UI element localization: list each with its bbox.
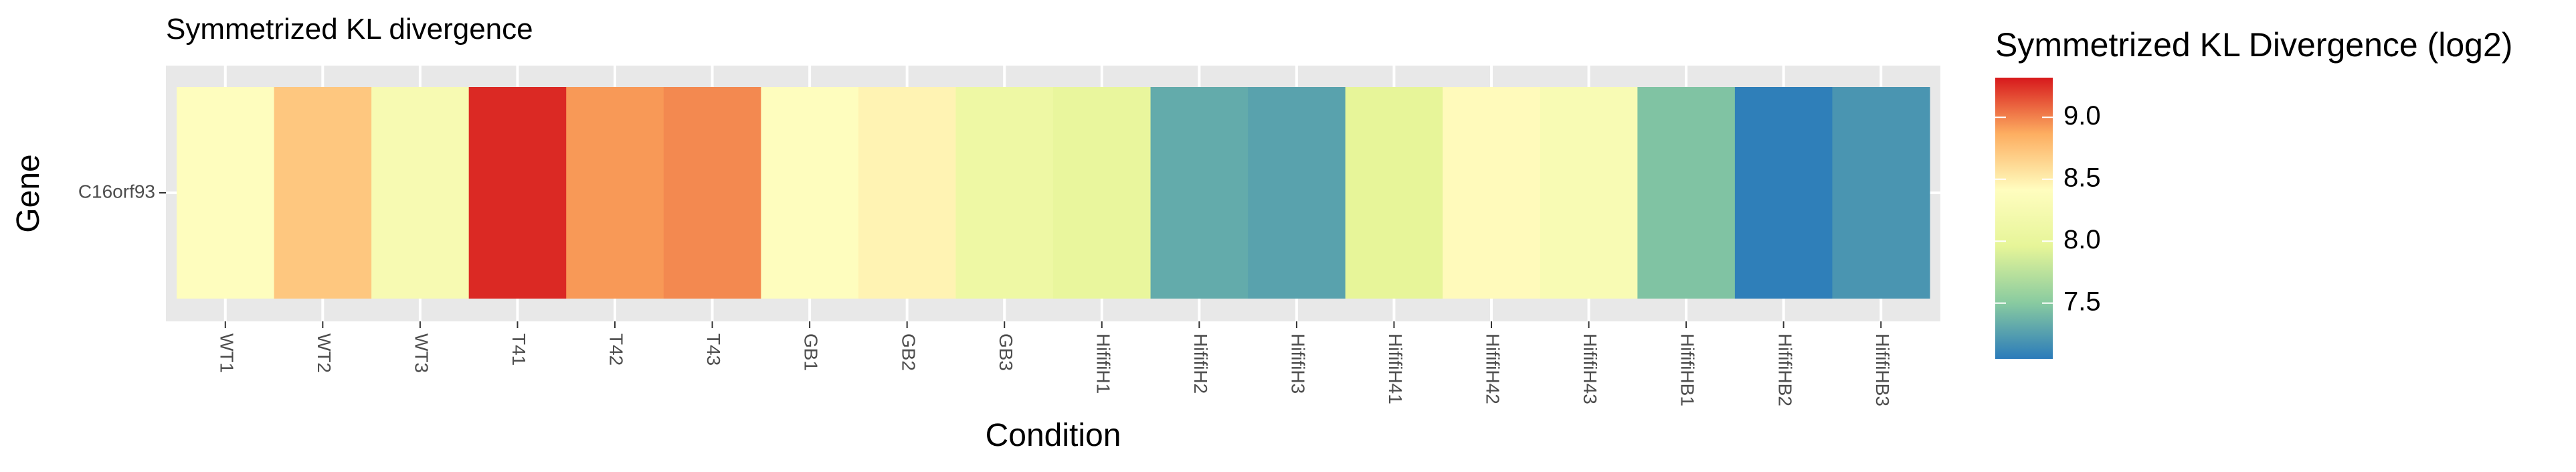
- x-axis-ticks: WT1 WT2 WT3 T41 T42 T43 GB1 GB2 GB3 HififiH1 Hifif…: [216, 321, 1893, 406]
- x-tick-label: GB3: [996, 333, 1016, 371]
- x-tick-label: T43: [703, 333, 724, 366]
- x-tick-label: HififiH2: [1190, 333, 1211, 394]
- x-tick-label: HififiH43: [1580, 333, 1600, 404]
- x-tick-label: HififiHB3: [1872, 333, 1893, 406]
- x-tick-label: WT2: [314, 333, 335, 373]
- chart-title: Symmetrized KL divergence: [166, 13, 533, 46]
- heatmap-cell-hififih41: [1345, 87, 1443, 299]
- heatmap-cell-t41: [468, 87, 567, 299]
- heatmap-cell-gb1: [761, 87, 859, 299]
- heatmap-cell-hififihb3: [1832, 87, 1930, 299]
- x-tick-label: WT1: [216, 333, 237, 373]
- legend-ticks: 9.0 8.5 8.0 7.5: [1995, 101, 2101, 316]
- heatmap-cell-wt3: [371, 87, 470, 299]
- x-tick-label: T41: [509, 333, 529, 366]
- x-axis-title: Condition: [986, 418, 1121, 453]
- legend-tick-label: 7.5: [2063, 287, 2101, 316]
- y-tick-label: C16orf93: [78, 181, 155, 202]
- x-tick-label: T42: [606, 333, 627, 366]
- heatmap-cell-hififih43: [1540, 87, 1638, 299]
- legend-tick-label: 9.0: [2063, 101, 2101, 131]
- legend-colorbar: [1995, 78, 2053, 359]
- heatmap-cell-t42: [566, 87, 664, 299]
- legend-title: Symmetrized KL Divergence (log2): [1995, 26, 2512, 64]
- x-tick-label: HififiH41: [1385, 333, 1406, 404]
- heatmap-cell-hififih1: [1053, 87, 1152, 299]
- heatmap-cell-hififihb1: [1637, 87, 1736, 299]
- x-tick-label: HififiHB1: [1677, 333, 1698, 406]
- x-tick-label: HififiH42: [1483, 333, 1503, 404]
- heatmap-cell-hififih2: [1150, 87, 1249, 299]
- x-tick-label: HififiH3: [1287, 333, 1308, 394]
- legend-tick-label: 8.0: [2063, 225, 2101, 254]
- heatmap-cell-gb2: [858, 87, 957, 299]
- x-tick-label: WT3: [411, 333, 432, 373]
- x-tick-label: HififiHB2: [1774, 333, 1795, 406]
- x-tick-label: GB1: [801, 333, 822, 371]
- heatmap-cell-hififih3: [1248, 87, 1346, 299]
- heatmap-cell-hififih42: [1443, 87, 1541, 299]
- heatmap-cell-wt2: [274, 87, 372, 299]
- heatmap-cell-hififihb2: [1734, 87, 1833, 299]
- heatmap-cell-gb3: [955, 87, 1054, 299]
- x-tick-label: GB2: [898, 333, 919, 371]
- heatmap-cell-t43: [663, 87, 761, 299]
- y-axis-ticks: C16orf93: [78, 181, 166, 202]
- x-tick-label: HififiH1: [1093, 333, 1113, 394]
- y-axis-title: Gene: [11, 154, 46, 232]
- heatmap-cell-wt1: [177, 87, 275, 299]
- legend-tick-label: 8.5: [2063, 163, 2101, 192]
- heatmap-cells: [177, 87, 1930, 299]
